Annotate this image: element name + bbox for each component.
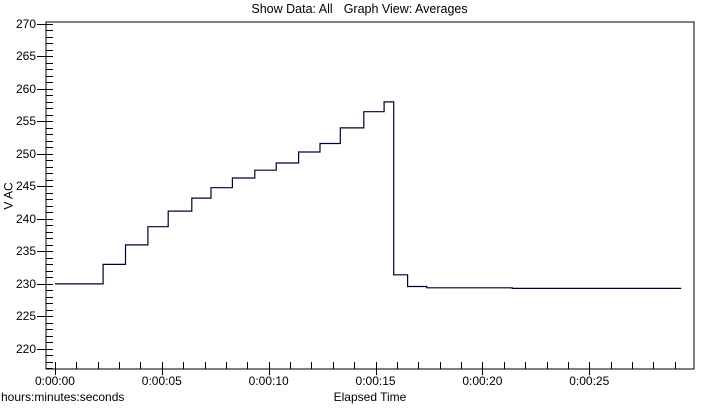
graph-view-status: Graph View: Averages [343, 2, 468, 16]
y-tick-label: 265 [15, 49, 36, 64]
y-axis-label-wrap: V AC [0, 22, 18, 369]
x-tick-label: 0:00:00 [34, 374, 75, 388]
x-tick-label: 0:00:20 [462, 374, 503, 388]
y-tick-label: 270 [15, 16, 36, 31]
x-tick-label: 0:00:05 [141, 374, 182, 388]
y-tick-label: 230 [15, 276, 36, 291]
y-tick-label: 250 [15, 146, 36, 161]
y-tick-label: 255 [15, 114, 36, 129]
x-tick-label: 0:00:15 [355, 374, 396, 388]
y-axis-label: V AC [2, 181, 17, 210]
plot-border [45, 21, 695, 370]
y-tick-label: 240 [15, 211, 36, 226]
x-axis-unit-label: hours:minutes:seconds [1, 390, 125, 404]
data-line-averages [55, 101, 682, 289]
y-tick-label: 225 [15, 309, 36, 324]
x-tick-label: 0:00:25 [569, 374, 610, 388]
y-tick-label: 260 [15, 81, 36, 96]
y-tick-label: 220 [15, 341, 36, 356]
y-tick-label: 235 [15, 244, 36, 259]
show-data-status: Show Data: All [251, 2, 333, 16]
y-tick-label: 245 [15, 179, 36, 194]
x-tick-label: 0:00:10 [248, 374, 289, 388]
x-axis-label: Elapsed Time [333, 390, 407, 404]
chart-title: Show Data: All Graph View: Averages [0, 2, 719, 16]
